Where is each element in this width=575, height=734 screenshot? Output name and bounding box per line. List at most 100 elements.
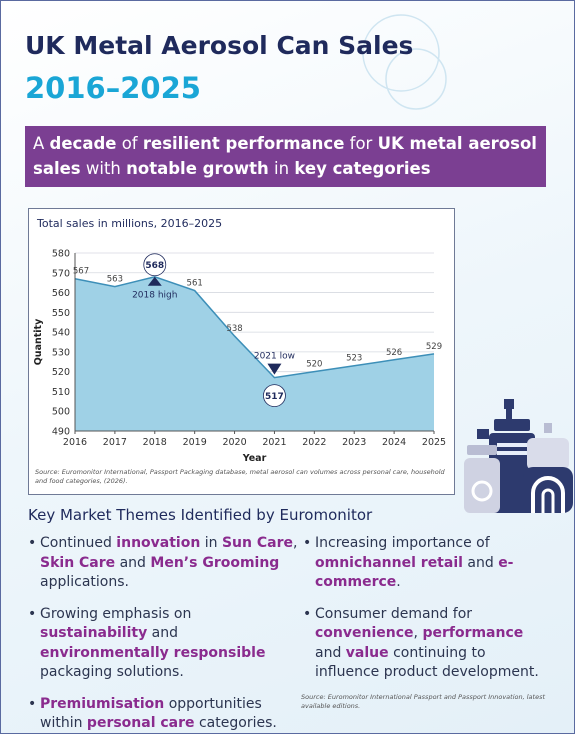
decor-circles — [362, 14, 447, 110]
theme-text: Increasing importance of — [315, 535, 490, 551]
chart-box: Total sales in millions, 2016–2025 490 500… — [28, 208, 455, 495]
subtitle: 2016–2025 — [25, 71, 201, 105]
value-label: 520 — [306, 360, 322, 370]
banner-text: notable growth — [126, 159, 269, 178]
marker-triangle — [147, 276, 162, 286]
value-label: 561 — [187, 279, 203, 289]
y-tick-label: 570 — [52, 268, 70, 279]
y-axis-label: Quantity — [33, 318, 44, 365]
theme-item: Continued innovation in Sun Care, Skin C… — [28, 534, 298, 593]
theme-text: innovation — [116, 535, 201, 551]
chart-source: Source: Euromonitor International, Passp… — [35, 468, 445, 485]
chart: Total sales in millions, 2016–2025 490 500… — [33, 217, 446, 485]
theme-text: and — [462, 554, 499, 571]
banner-text: in — [268, 159, 295, 178]
value-label: 538 — [226, 324, 242, 334]
y-tick-label: 510 — [52, 387, 70, 398]
source-box: Source: Euromonitor International, Passp… — [35, 468, 445, 485]
x-tick-label: 2025 — [422, 437, 446, 448]
theme-text: , — [413, 625, 423, 641]
theme-text: applications. — [40, 574, 129, 590]
theme-text: sustainability — [40, 625, 148, 641]
themes-source: Source: Euromonitor International Passpo… — [301, 693, 546, 710]
area — [75, 276, 434, 431]
theme-text: Consumer demand for — [315, 605, 473, 622]
theme-text: categories. — [194, 715, 277, 731]
x-tick-label: 2018 — [143, 437, 167, 448]
y-tick-label: 520 — [52, 367, 70, 378]
theme-item: Increasing importance of omnichannel ret… — [303, 534, 543, 593]
theme-text: , — [292, 535, 298, 551]
theme-text: packaging solutions. — [40, 664, 184, 680]
value-label: 523 — [346, 354, 362, 364]
highlight-circle — [143, 253, 167, 277]
theme-text: Growing emphasis on — [40, 605, 192, 622]
banner-text: key categories — [294, 159, 431, 178]
theme-item: Consumer demand for convenience, perform… — [303, 605, 543, 683]
x-tick-label: 2016 — [63, 437, 87, 448]
x-tick-label: 2024 — [382, 437, 406, 448]
x-tick-label: 2017 — [103, 437, 127, 448]
theme-text: e-commerce — [315, 554, 514, 591]
themes-left: Continued innovation in Sun Care, Skin C… — [28, 534, 298, 734]
theme-text: and — [115, 554, 151, 571]
theme-text: Skin Care — [40, 554, 116, 571]
y-tick-label: 490 — [52, 427, 70, 438]
theme-item: Growing emphasis on sustainability and e… — [28, 605, 298, 683]
x-axis-label: Year — [242, 453, 267, 464]
y-tick-label: 530 — [52, 347, 70, 358]
banner: A decade of resilient performance for UK… — [25, 126, 546, 187]
highlight-circle — [263, 384, 286, 408]
theme-text: . — [396, 574, 401, 590]
theme-text: and — [315, 644, 346, 661]
theme-text: opportunities within — [40, 695, 262, 732]
x-tick-label: 2020 — [222, 437, 246, 448]
y-tick-label: 550 — [52, 308, 70, 319]
banner-text: A — [33, 134, 50, 153]
aerosol-icons — [464, 399, 573, 513]
theme-text: and — [147, 625, 179, 641]
theme-text: Sun Care — [221, 535, 293, 551]
value-label: 568 — [145, 261, 164, 271]
value-label: 517 — [265, 392, 284, 402]
value-label: 567 — [73, 267, 89, 277]
theme-text: Premiumisation — [40, 695, 165, 712]
theme-text: Men’s Grooming — [150, 554, 280, 571]
y-tick-label: 500 — [52, 407, 70, 418]
marker-triangle — [267, 363, 282, 375]
x-tick-label: 2023 — [342, 437, 366, 448]
y-tick-label: 540 — [52, 328, 70, 339]
theme-text: Continued — [40, 535, 117, 551]
themes-right: Increasing importance of omnichannel ret… — [303, 534, 543, 695]
theme-text: continuing to influence product developm… — [315, 644, 539, 681]
value-label: 529 — [426, 342, 442, 352]
x-tick-label: 2022 — [302, 437, 326, 448]
theme-item: Premiumisation opportunities within pers… — [28, 695, 298, 734]
theme-text: performance — [422, 625, 524, 641]
theme-text: omnichannel retail — [315, 554, 463, 571]
banner-text: with — [80, 159, 127, 178]
banner-text: for — [344, 134, 378, 153]
banner-text: resilient performance — [142, 134, 345, 153]
banner-text: decade — [49, 134, 117, 153]
chart-title: Total sales in millions, 2016–2025 — [36, 217, 222, 230]
x-tick-label: 2019 — [183, 437, 207, 448]
theme-text: in — [200, 535, 222, 551]
theme-text: personal care — [86, 715, 195, 731]
annotation: 2018 high — [132, 291, 177, 301]
line — [74, 275, 435, 379]
value-label: 563 — [107, 275, 123, 285]
y-tick-label: 580 — [52, 249, 70, 260]
theme-text: environmentally responsible — [40, 644, 266, 661]
value-label: 526 — [386, 348, 402, 358]
title: UK Metal Aerosol Can Sales — [25, 31, 414, 60]
theme-text: value — [345, 644, 389, 661]
banner-text: UK metal aerosol sales — [33, 134, 537, 178]
y-tick-label: 560 — [52, 288, 70, 299]
theme-text: convenience — [315, 625, 414, 641]
banner-text: of — [116, 134, 143, 153]
annotation: 2021 low — [254, 352, 295, 362]
x-tick-label: 2021 — [262, 437, 286, 448]
themes-heading: Key Market Themes Identified by Euromoni… — [28, 506, 373, 524]
